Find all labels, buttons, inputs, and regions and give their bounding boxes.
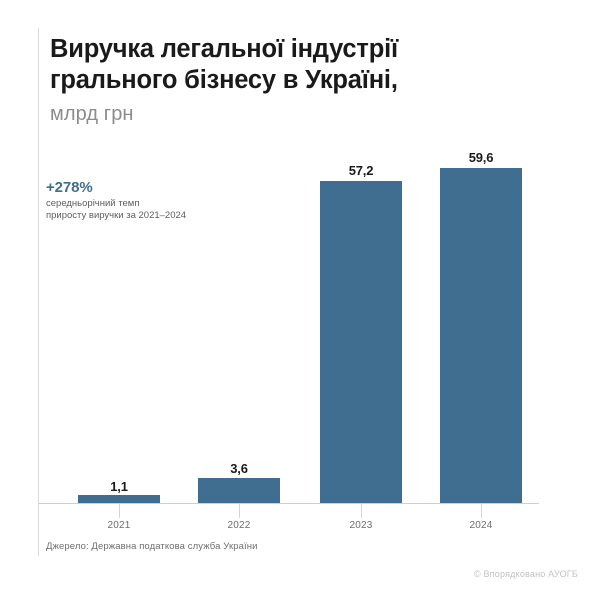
growth-desc-line-2: приросту виручки за 2021–2024 <box>46 209 187 221</box>
source-note: Джерело: Державна податкова служба Украї… <box>46 541 258 552</box>
bar-2022[interactable] <box>198 478 280 503</box>
x-axis-label-2023: 2023 <box>349 520 373 531</box>
bar-2024[interactable] <box>440 168 522 503</box>
growth-rate-value: +278% <box>46 179 93 196</box>
bar-value-label-2024: 59,6 <box>468 150 494 165</box>
x-axis-tick-2024 <box>481 504 482 518</box>
x-axis-label-2022: 2022 <box>227 520 251 531</box>
title-line-1: Виручка легальної індустрії <box>50 35 398 63</box>
page-title: Виручка легальної індустрії грального бі… <box>50 34 570 96</box>
x-axis-tick-2021 <box>119 504 120 518</box>
bar-value-label-2022: 3,6 <box>230 461 248 476</box>
chart-header: Виручка легальної індустрії грального бі… <box>50 34 570 126</box>
left-vertical-rule <box>38 28 39 556</box>
bar-value-label-2023: 57,2 <box>348 163 374 178</box>
bar-2021[interactable] <box>78 495 160 503</box>
growth-desc-line-1: середньорічний темп <box>46 198 140 209</box>
title-line-2: грального бізнесу в Україні, <box>50 66 398 94</box>
chart-plot-area: 1,1 3,6 57,2 59,6 <box>39 150 539 504</box>
growth-callout: +278% середньорічний темп приросту вируч… <box>46 179 236 221</box>
growth-rate-description: середньорічний темп приросту виручки за … <box>46 198 236 221</box>
bar-2023[interactable] <box>320 181 402 503</box>
x-axis: 2021 2022 2023 2024 <box>39 504 539 538</box>
chart-subtitle: млрд грн <box>50 103 134 125</box>
credit-note: © Впорядковано АУОГБ <box>473 569 578 579</box>
x-axis-label-2021: 2021 <box>107 520 131 531</box>
x-axis-baseline <box>39 503 539 504</box>
x-axis-label-2024: 2024 <box>469 520 493 531</box>
x-axis-tick-2023 <box>361 504 362 518</box>
x-axis-tick-2022 <box>239 504 240 518</box>
bar-value-label-2021: 1,1 <box>110 479 128 494</box>
